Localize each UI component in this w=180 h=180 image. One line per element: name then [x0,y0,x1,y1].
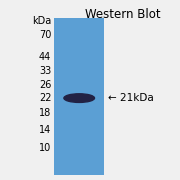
Text: 44: 44 [39,52,51,62]
Text: ← 21kDa: ← 21kDa [108,93,154,103]
Text: Western Blot: Western Blot [85,8,160,21]
Text: 33: 33 [39,66,51,76]
Text: 14: 14 [39,125,51,135]
Text: 26: 26 [39,80,51,91]
Text: 18: 18 [39,107,51,118]
Text: 10: 10 [39,143,51,153]
Bar [54,18,104,175]
Text: kDa: kDa [32,16,51,26]
Ellipse shape [64,94,94,102]
Text: 22: 22 [39,93,51,103]
Text: 70: 70 [39,30,51,40]
